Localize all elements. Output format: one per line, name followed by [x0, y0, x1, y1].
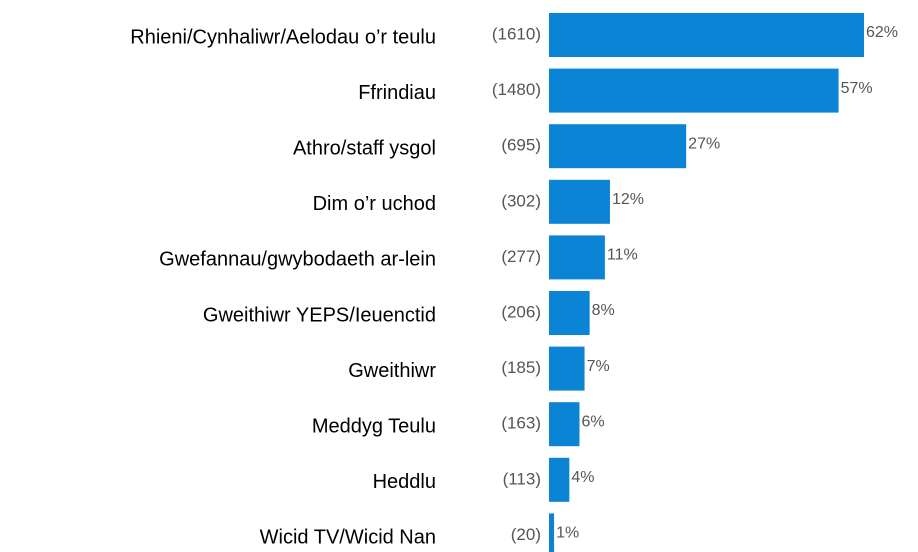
count-label: (277)	[501, 247, 541, 266]
count-label: (163)	[501, 414, 541, 433]
count-label: (20)	[511, 525, 541, 544]
bar	[549, 124, 687, 169]
category-label: Gweithiwr	[348, 360, 436, 382]
value-label: 11%	[607, 247, 638, 264]
value-label: 4%	[571, 469, 594, 486]
bar	[549, 68, 839, 113]
count-label: (302)	[501, 191, 541, 210]
count-label: (1480)	[492, 80, 541, 99]
category-label: Gwefannau/gwybodaeth ar-lein	[159, 249, 436, 271]
bar	[549, 513, 555, 552]
bar	[549, 235, 605, 280]
count-label: (113)	[503, 469, 541, 488]
category-label: Athro/staff ysgol	[293, 137, 436, 159]
bar	[549, 346, 585, 391]
value-label: 62%	[866, 24, 898, 41]
category-label: Dim o’r uchod	[313, 193, 436, 215]
bar	[549, 402, 580, 447]
count-label: (185)	[501, 358, 541, 377]
value-label: 8%	[592, 302, 615, 319]
value-label: 7%	[587, 358, 610, 375]
count-label: (695)	[501, 136, 541, 155]
value-label: 27%	[688, 135, 720, 152]
value-label: 6%	[581, 413, 604, 430]
value-label: 57%	[841, 80, 873, 97]
count-label: (206)	[501, 302, 541, 321]
category-label: Ffrindiau	[358, 82, 436, 104]
bar	[549, 457, 570, 502]
bar	[549, 13, 864, 57]
bar	[549, 291, 590, 335]
category-label: Wicid TV/Wicid Nan	[260, 527, 436, 549]
category-label: Meddyg Teulu	[312, 415, 436, 437]
bar	[549, 179, 610, 224]
count-label: (1610)	[492, 24, 541, 43]
category-label: Rhieni/Cynhaliwr/Aelodau o’r teulu	[130, 26, 436, 48]
category-label: Gweithiwr YEPS/Ieuenctid	[203, 304, 436, 326]
value-label: 12%	[612, 191, 644, 208]
category-label: Heddlu	[373, 471, 436, 493]
value-label: 1%	[556, 525, 579, 542]
